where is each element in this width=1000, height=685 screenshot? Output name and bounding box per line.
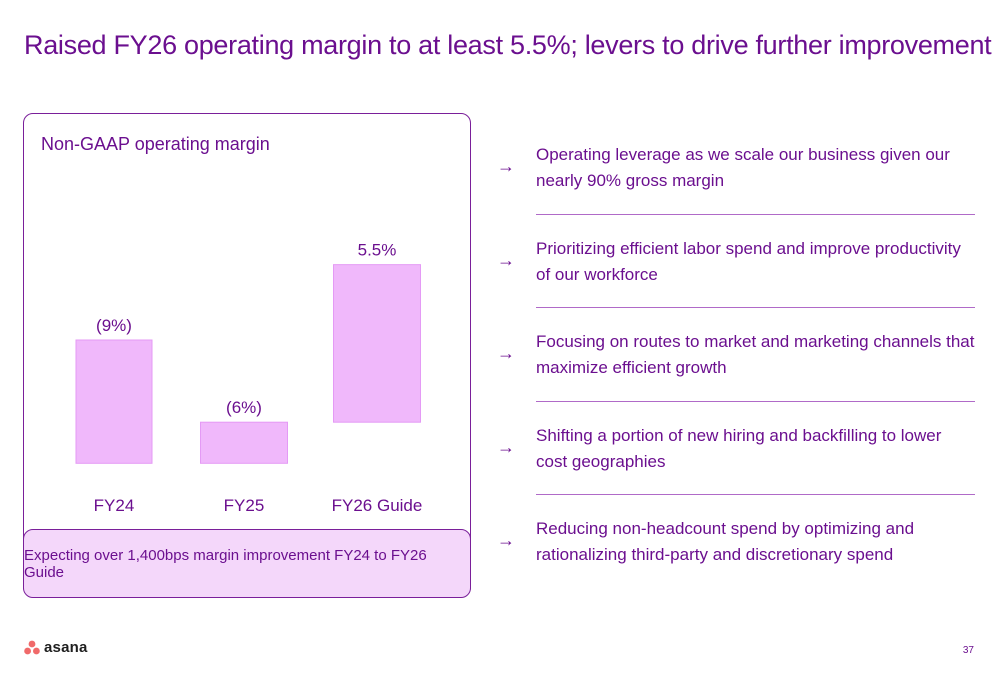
lever-item: → Operating leverage as we scale our bus… — [495, 140, 975, 234]
arrow-right-icon: → — [497, 249, 515, 270]
chart-footnote-text: Expecting over 1,400bps margin improveme… — [24, 546, 427, 581]
lever-divider — [536, 307, 975, 309]
arrow-right-icon: → — [497, 156, 515, 176]
lever-text: Prioritizing efficient labor spend and i… — [536, 238, 961, 284]
bar-fy24 — [75, 339, 153, 464]
lever-text: Reducing non-headcount spend by optimizi… — [536, 519, 915, 565]
page-number: 37 — [962, 645, 974, 656]
levers-list: → Operating leverage as we scale our bus… — [495, 140, 975, 608]
lever-divider — [536, 400, 975, 402]
bar-fy25 — [200, 421, 288, 464]
logo-wordmark: asana — [44, 639, 88, 656]
chart-footnote: Expecting over 1,400bps margin improveme… — [23, 529, 471, 598]
asana-logo-icon — [24, 640, 40, 655]
category-label: FY25 — [224, 496, 265, 515]
arrow-right-icon: → — [497, 343, 515, 364]
lever-item: → Reducing non-headcount spend by optimi… — [495, 514, 975, 608]
data-label: (6%) — [226, 398, 262, 417]
slide-title: Raised FY26 operating margin to at least… — [24, 30, 992, 60]
data-label: (9%) — [96, 316, 132, 335]
asana-logo: asana — [24, 639, 88, 656]
category-label: FY26 Guide — [332, 496, 423, 515]
lever-text: Focusing on routes to market and marketi… — [536, 332, 975, 378]
lever-item: → Focusing on routes to market and marke… — [495, 327, 975, 421]
data-label: 5.5% — [358, 241, 397, 260]
margin-chart: (9%) FY24 (6%) FY25 5.5% FY26 Guide — [75, 241, 423, 515]
chart-card: Non-GAAP operating margin (9%) FY24 (6%) FY… — [23, 113, 471, 597]
arrow-right-icon: → — [497, 436, 515, 457]
lever-text: Shifting a portion of new hiring and bac… — [536, 425, 942, 471]
category-label: FY24 — [94, 496, 135, 515]
arrow-right-icon: → — [497, 530, 515, 551]
lever-item: → Prioritizing efficient labor spend and… — [495, 234, 975, 328]
bar-fy26-guide — [333, 264, 421, 423]
chart-title: Non-GAAP operating margin — [41, 134, 270, 154]
lever-divider — [536, 213, 975, 215]
lever-item: → Shifting a portion of new hiring and b… — [495, 421, 975, 515]
lever-divider — [536, 494, 975, 496]
lever-text: Operating leverage as we scale our busin… — [536, 145, 950, 190]
